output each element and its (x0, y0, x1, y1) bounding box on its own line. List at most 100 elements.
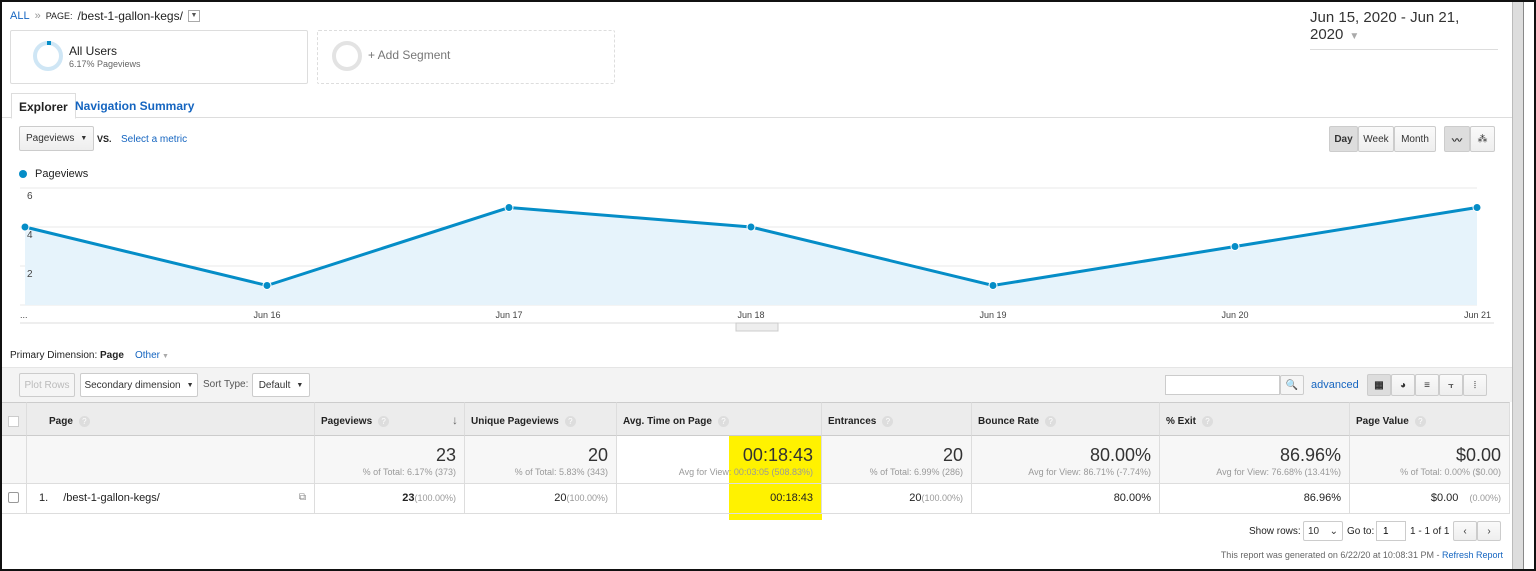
total-value: 20 (942, 445, 963, 465)
breadcrumb: ALL » PAGE: /best-1-gallon-kegs/ ▼ (10, 9, 200, 23)
segment-ring-icon (332, 41, 362, 71)
advanced-link[interactable]: advanced (1311, 379, 1359, 391)
pivot-view-icon[interactable]: ⦙ (1463, 374, 1487, 396)
chart-resize-handle (735, 322, 779, 332)
row-checkbox[interactable] (2, 484, 27, 514)
tab-navigation-summary[interactable]: Navigation Summary (75, 99, 195, 113)
total-sub: % of Total: 6.17% (373) (362, 467, 456, 477)
chevron-down-icon: ▼ (186, 381, 194, 389)
segment-all-users[interactable]: All Users 6.17% Pageviews (10, 30, 308, 84)
pie-view-icon[interactable]: ◕ (1391, 374, 1415, 396)
granularity-week[interactable]: Week (1358, 126, 1394, 152)
dimension-other[interactable]: Other ▼ (135, 350, 169, 361)
legend-label: Pageviews (35, 168, 89, 180)
header-avg-time[interactable]: Avg. Time on Page? (617, 402, 822, 436)
granularity-day[interactable]: Day (1329, 126, 1358, 152)
total-pageviews: 23 % of Total: 6.17% (373) (315, 436, 465, 484)
scrollbar[interactable] (1512, 0, 1524, 571)
header-label: Unique Pageviews (471, 416, 559, 427)
secondary-dimension-select[interactable]: Secondary dimension ▼ (80, 373, 198, 397)
show-rows-value: 10 (1308, 525, 1320, 537)
header-bounce-rate[interactable]: Bounce Rate? (972, 402, 1160, 436)
header-exit[interactable]: % Exit? (1160, 402, 1350, 436)
header-label: Entrances (828, 416, 877, 427)
comparison-view-icon[interactable]: ⫟ (1439, 374, 1463, 396)
cell-entrances: 20(100.00%) (822, 484, 972, 514)
header-pageviews[interactable]: Pageviews? ↓ (315, 402, 465, 436)
tab-explorer[interactable]: Explorer (11, 93, 76, 119)
prev-page-icon[interactable]: ‹ (1453, 521, 1477, 541)
table-view-icon[interactable]: ▦ (1367, 374, 1391, 396)
total-sub: % of Total: 6.99% (286) (869, 467, 963, 477)
header-label: Pageviews (321, 416, 373, 427)
chevron-down-icon: ▼ (1349, 31, 1360, 42)
segment-sub: 6.17% Pageviews (69, 59, 141, 69)
data-point (988, 281, 998, 290)
x-tick-label: Jun 21 (1464, 310, 1491, 320)
cell-pct: (100.00%) (566, 493, 608, 503)
plot-rows-button[interactable]: Plot Rows (19, 373, 75, 397)
help-icon[interactable]: ? (378, 416, 390, 427)
date-range: Jun 15, 2020 - Jun 21, 2020 (1310, 9, 1460, 43)
total-sub: % of Total: 0.00% ($0.00) (1400, 467, 1501, 477)
goto-input[interactable] (1376, 521, 1406, 541)
help-icon[interactable]: ? (717, 416, 729, 427)
breadcrumb-page: /best-1-gallon-kegs/ (77, 9, 183, 23)
row-index: 1. (39, 492, 49, 504)
cell-pct: (100.00%) (414, 493, 456, 503)
header-label: Page Value (1356, 416, 1409, 427)
dimension-page[interactable]: Page (100, 350, 124, 361)
segment-ring-icon (33, 41, 63, 71)
metric-select[interactable]: Pageviews ▼ (19, 126, 94, 151)
refresh-report-link[interactable]: Refresh Report (1441, 550, 1503, 560)
show-rows-select[interactable]: 10 ⌄ (1303, 521, 1343, 541)
total-sub: Avg for View: 86.71% (-7.74%) (1028, 467, 1151, 477)
performance-view-icon[interactable]: ≡ (1415, 374, 1439, 396)
cell-avg-time: 00:18:43 (617, 484, 822, 514)
x-tick-label: ... (20, 310, 28, 320)
secondary-dimension-label: Secondary dimension (84, 379, 181, 391)
cell-pct: (100.00%) (921, 493, 963, 503)
vs-label: VS. (97, 134, 112, 144)
help-icon[interactable]: ? (1414, 416, 1426, 427)
cell-value: $0.00 (0.00%) (1350, 484, 1510, 514)
sort-type-select[interactable]: Default ▼ (252, 373, 310, 397)
help-icon[interactable]: ? (1045, 416, 1057, 427)
chevron-down-icon[interactable]: ▼ (187, 10, 200, 22)
header-entrances[interactable]: Entrances? (822, 402, 972, 436)
motion-chart-icon[interactable]: ⁂ (1470, 126, 1495, 152)
help-icon[interactable]: ? (564, 416, 576, 427)
header-label: Page (49, 416, 73, 427)
help-icon[interactable]: ? (78, 416, 90, 427)
select-all-checkbox[interactable] (2, 402, 27, 436)
search-icon[interactable]: 🔍 (1280, 375, 1304, 395)
header-page[interactable]: Page? (27, 402, 315, 436)
header-page-value[interactable]: Page Value? (1350, 402, 1510, 436)
select-metric-link[interactable]: Select a metric (121, 134, 188, 145)
help-icon[interactable]: ? (882, 416, 894, 427)
cell-bounce: 80.00% (972, 484, 1160, 514)
open-page-icon[interactable]: ⧉ (298, 492, 306, 503)
line-chart-icon[interactable]: 〰 (1444, 126, 1470, 152)
segment-name: All Users (69, 44, 118, 58)
x-tick-label: Jun 18 (737, 310, 764, 320)
granularity-month[interactable]: Month (1394, 126, 1436, 152)
total-value: 80.00% (1089, 445, 1151, 465)
header-unique[interactable]: Unique Pageviews? (465, 402, 617, 436)
goto-label: Go to: (1347, 526, 1375, 537)
x-tick-label: Jun 19 (979, 310, 1006, 320)
row-page-link[interactable]: /best-1-gallon-kegs/ (63, 492, 160, 504)
next-page-icon[interactable]: › (1477, 521, 1501, 541)
help-icon[interactable]: ? (1202, 416, 1214, 427)
cell-value: 23 (402, 492, 415, 504)
show-rows-label: Show rows: (1249, 526, 1301, 537)
table-search-input[interactable] (1165, 375, 1280, 395)
sort-arrow-icon[interactable]: ↓ (452, 413, 458, 427)
total-sub: % of Total: 5.83% (343) (514, 467, 608, 477)
chart-area (25, 207, 1477, 305)
breadcrumb-all[interactable]: ALL (10, 10, 30, 22)
date-range-picker[interactable]: Jun 15, 2020 - Jun 21, 2020 ▼ (1310, 9, 1498, 50)
total-sub: Avg for View: 76.68% (13.41%) (1216, 467, 1341, 477)
add-segment-button[interactable]: + Add Segment (317, 30, 615, 84)
total-unique: 20 % of Total: 5.83% (343) (465, 436, 617, 484)
